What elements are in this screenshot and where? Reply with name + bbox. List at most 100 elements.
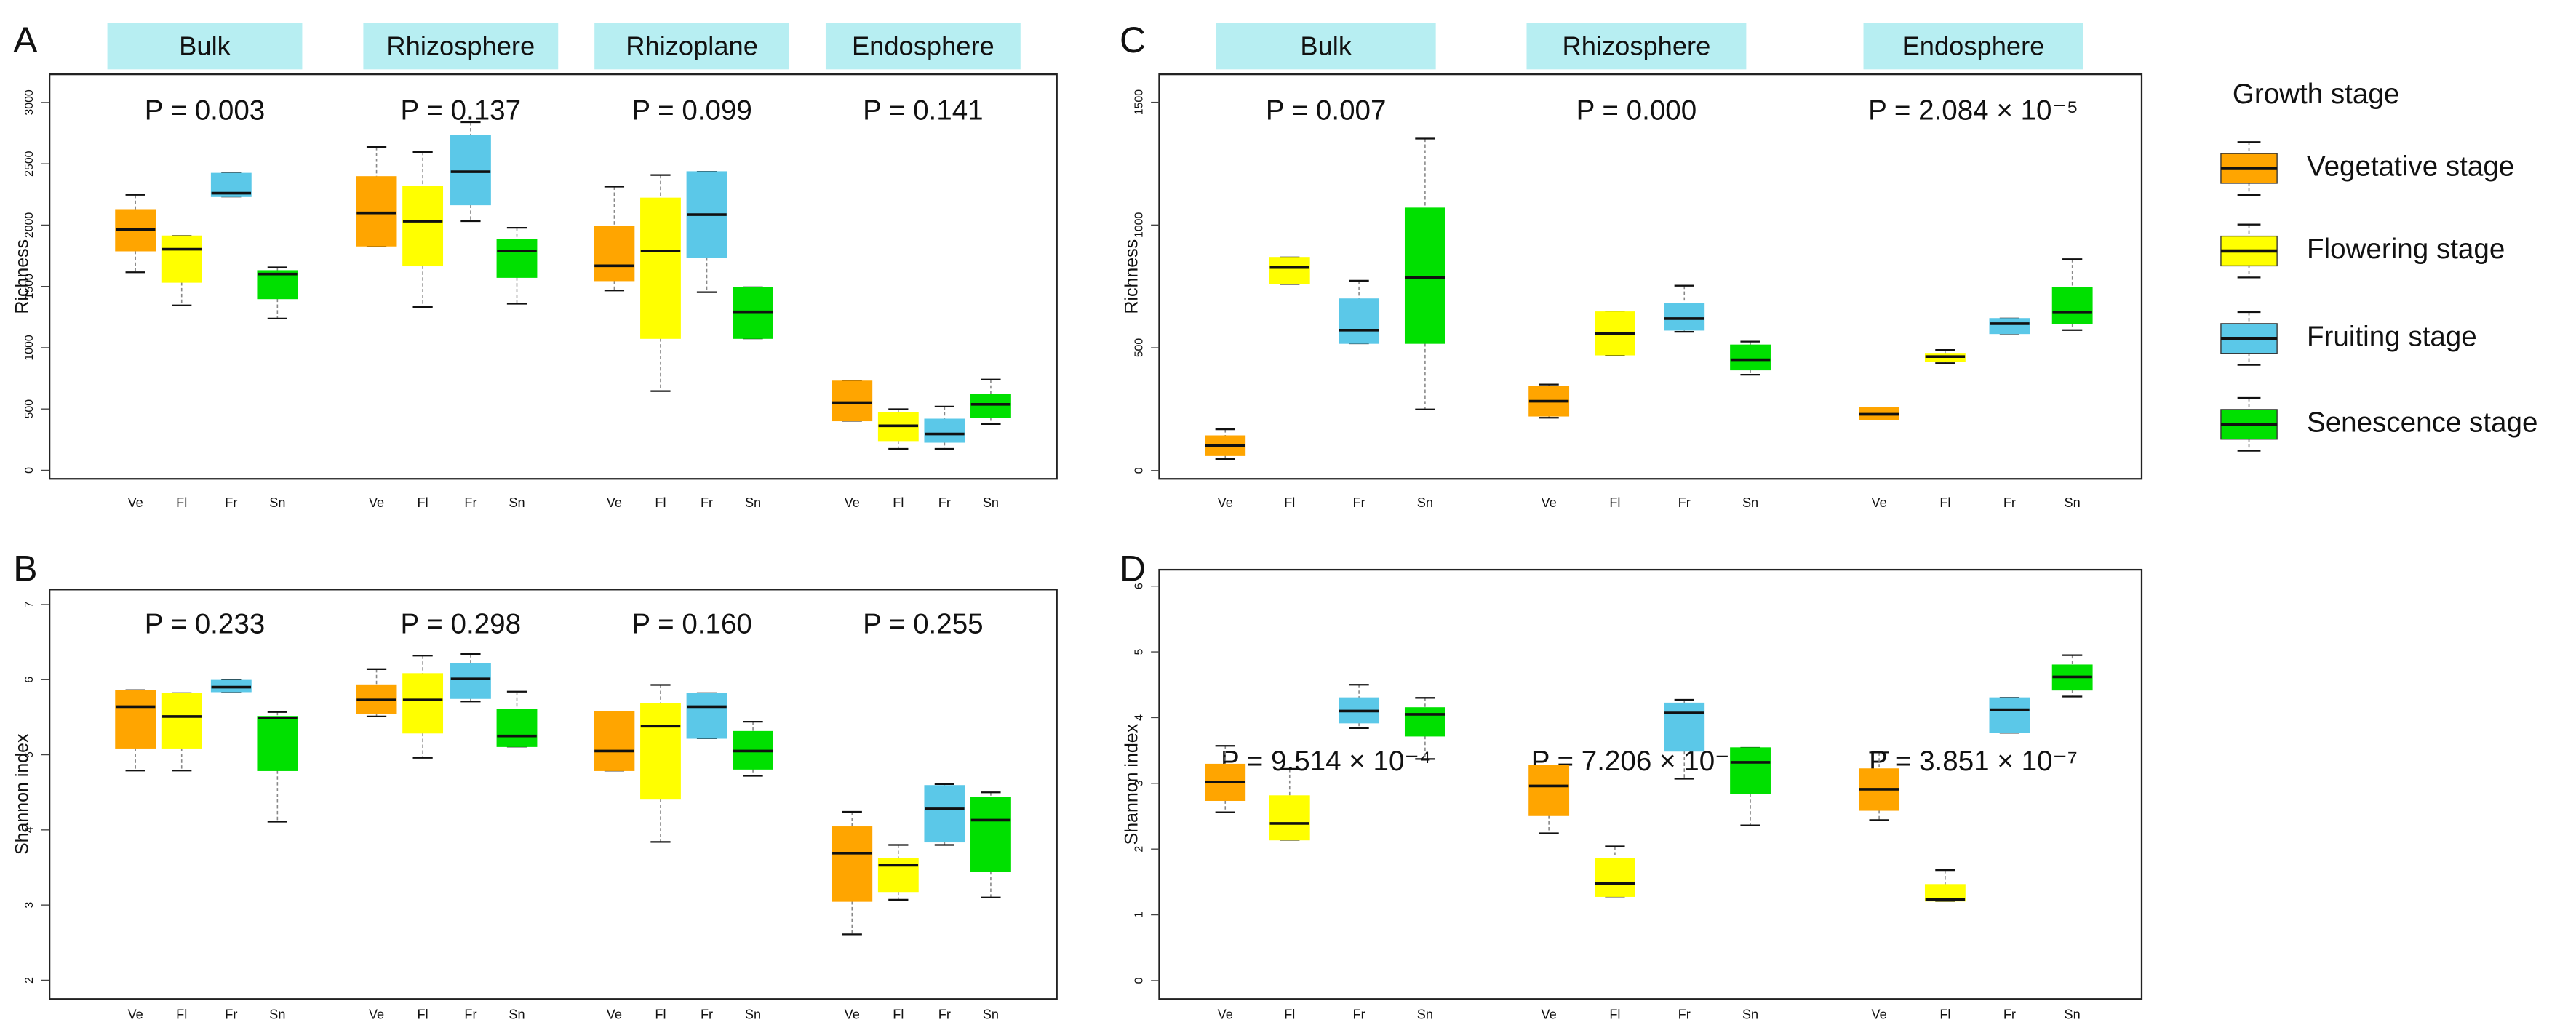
p-value: P = 0.255	[863, 608, 984, 639]
box	[1989, 318, 2030, 335]
x-tick-label: Sn	[983, 1008, 999, 1022]
y-tick-label: 2000	[23, 212, 36, 238]
x-tick-label: Sn	[269, 495, 285, 510]
y-tick-label: 2500	[23, 151, 36, 176]
x-tick-label: Fl	[1609, 1008, 1620, 1022]
y-axis-label: Shannon index	[1122, 723, 1142, 845]
p-value: P = 0.007	[1266, 95, 1387, 127]
x-tick-label: Ve	[128, 495, 143, 510]
y-axis-label: Richness	[1122, 239, 1142, 314]
x-tick-label: Ve	[369, 495, 384, 510]
box	[1730, 344, 1771, 371]
y-tick-label: 500	[23, 399, 36, 419]
x-tick-label: Fr	[701, 495, 713, 510]
group-header-bg	[1526, 23, 1747, 70]
legend-label: Fruiting stage	[2307, 322, 2477, 353]
box	[402, 673, 444, 734]
y-tick-label: 7	[23, 601, 36, 607]
y-tick-label: 0	[23, 467, 36, 474]
p-value: P = 0.141	[863, 95, 984, 127]
p-value: P = 0.000	[1576, 95, 1697, 127]
box	[832, 826, 873, 902]
x-tick-label: Ve	[1872, 1008, 1887, 1022]
box	[450, 663, 491, 699]
box	[640, 703, 681, 800]
box	[924, 785, 965, 843]
x-tick-label: Fl	[1939, 495, 1950, 510]
box	[2051, 287, 2093, 324]
x-tick-label: Sn	[509, 1008, 525, 1022]
x-tick-label: Sn	[2065, 495, 2081, 510]
box	[1989, 697, 2030, 733]
box	[1404, 207, 1445, 344]
x-tick-label: Fr	[225, 1008, 237, 1022]
p-value: P = 0.160	[631, 608, 752, 639]
y-axis-label: Shannon index	[12, 733, 32, 855]
group-header-bg	[1216, 23, 1436, 70]
box	[640, 197, 681, 339]
legend-label: Flowering stage	[2307, 234, 2505, 265]
box	[402, 186, 444, 267]
group-header-bg	[363, 23, 559, 70]
x-tick-label: Fr	[1678, 495, 1691, 510]
x-tick-label: Sn	[1417, 1008, 1433, 1022]
x-tick-label: Sn	[1417, 495, 1433, 510]
group-header: Rhizosphere	[1563, 31, 1711, 60]
y-axis-label: Richness	[12, 239, 32, 314]
group-header: Rhizosphere	[386, 31, 535, 60]
y-tick-label: 5	[23, 751, 36, 758]
group-header: Rhizoplane	[626, 31, 758, 60]
legend-label: Senescence stage	[2307, 407, 2537, 439]
x-tick-label: Fr	[1353, 1008, 1365, 1022]
panel-label: A	[13, 20, 38, 60]
x-tick-label: Ve	[607, 1008, 622, 1022]
x-tick-label: Ve	[1872, 495, 1887, 510]
x-tick-label: Sn	[269, 1008, 285, 1022]
x-tick-label: Ve	[369, 1008, 384, 1022]
legend-title: Growth stage	[2233, 79, 2399, 110]
x-tick-label: Sn	[983, 495, 999, 510]
x-tick-label: Ve	[845, 1008, 860, 1022]
x-tick-label: Ve	[1542, 1008, 1557, 1022]
box	[496, 239, 538, 278]
box	[161, 693, 202, 749]
panel-frame	[48, 589, 1058, 1000]
group-header: Bulk	[1300, 31, 1352, 60]
p-value: P = 0.233	[145, 608, 266, 639]
x-tick-label: Fr	[464, 495, 476, 510]
group-header: Endosphere	[1902, 31, 2045, 60]
x-tick-label: Sn	[2065, 1008, 2081, 1022]
y-tick-label: 3	[23, 902, 36, 909]
x-tick-label: Sn	[745, 495, 761, 510]
x-tick-label: Fl	[1284, 495, 1295, 510]
box	[877, 858, 919, 893]
y-tick-label: 6	[23, 677, 36, 683]
x-tick-label: Sn	[509, 495, 525, 510]
box	[1339, 298, 1380, 344]
x-tick-label: Fl	[655, 1008, 666, 1022]
group-header-bg	[107, 23, 303, 70]
panel-label: C	[1120, 20, 1146, 60]
y-tick-label: 5	[1133, 648, 1145, 655]
box	[832, 380, 873, 422]
box	[1404, 707, 1445, 737]
box	[356, 176, 397, 247]
box	[1269, 257, 1310, 284]
group-header: Endosphere	[852, 31, 994, 60]
box	[1730, 747, 1771, 794]
y-tick-label: 6	[1133, 583, 1145, 589]
box	[1595, 858, 1635, 897]
p-value: P = 2.084 × 10⁻⁵	[1868, 95, 2078, 127]
y-tick-label: 0	[1133, 977, 1145, 984]
y-tick-label: 1500	[1133, 89, 1145, 115]
x-tick-label: Fl	[655, 495, 666, 510]
p-value: P = 0.137	[401, 95, 522, 127]
x-tick-label: Fr	[1353, 495, 1365, 510]
box	[686, 693, 727, 739]
panel-frame	[1158, 568, 2143, 1000]
p-value: P = 0.099	[631, 95, 752, 127]
x-tick-label: Fl	[418, 495, 428, 510]
group-header-bg	[1863, 23, 2083, 70]
y-tick-label: 2	[1133, 846, 1145, 853]
